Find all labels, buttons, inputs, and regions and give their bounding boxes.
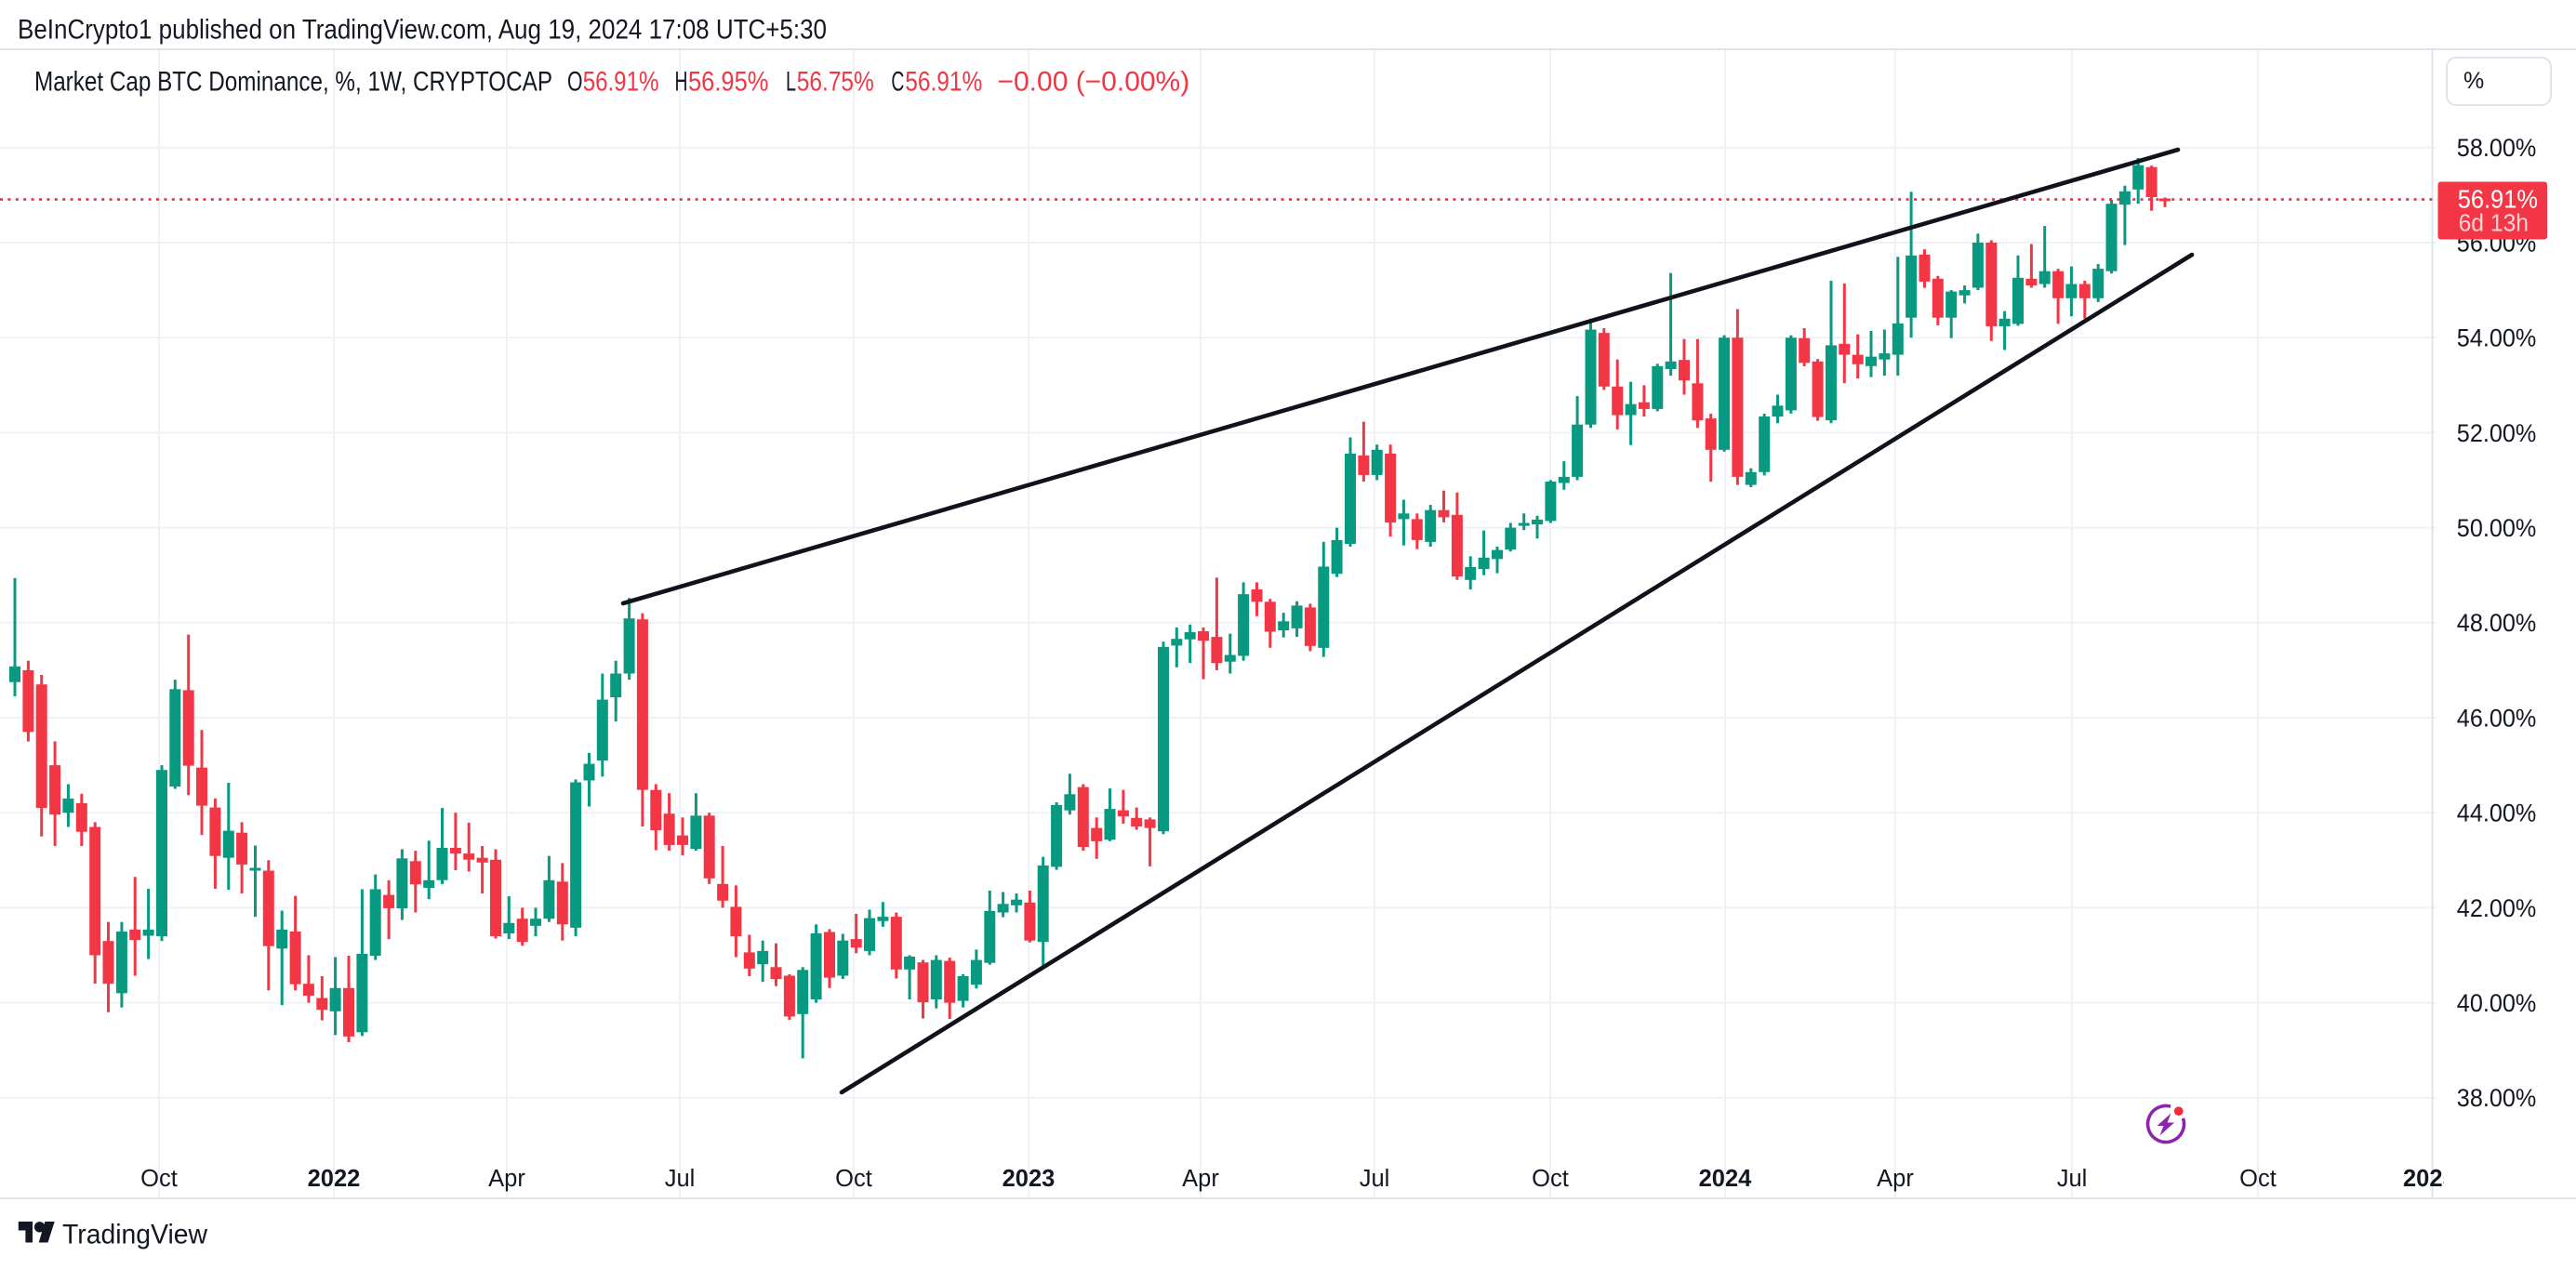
svg-text:48.00%: 48.00% [2457,609,2537,637]
svg-text:−0.00 (−0.00%): −0.00 (−0.00%) [998,67,1190,98]
svg-text:6d 13h: 6d 13h [2459,210,2529,236]
svg-text:BeInCrypto1 published on Tradi: BeInCrypto1 published on TradingView.com… [18,15,827,46]
svg-text:56.91%: 56.91% [905,67,982,98]
svg-text:Oct: Oct [1532,1166,1569,1192]
svg-text:58.00%: 58.00% [2457,134,2537,162]
svg-text:38.00%: 38.00% [2457,1084,2537,1112]
svg-text:46.00%: 46.00% [2457,704,2537,732]
svg-text:Apr: Apr [488,1166,525,1192]
svg-text:Market Cap BTC Dominance, %, 1: Market Cap BTC Dominance, %, 1W, CRYPTOC… [34,67,552,98]
svg-text:56.91%: 56.91% [583,67,659,98]
svg-text:54.00%: 54.00% [2457,324,2537,352]
svg-text:50.00%: 50.00% [2457,514,2537,542]
svg-text:H: H [675,67,688,98]
svg-text:Jul: Jul [1360,1166,1390,1192]
svg-text:L: L [786,67,796,98]
svg-text:Oct: Oct [140,1166,178,1192]
svg-text:TradingView: TradingView [62,1220,207,1250]
svg-text:2025: 2025 [2403,1166,2456,1192]
svg-text:Oct: Oct [835,1166,872,1192]
svg-text:42.00%: 42.00% [2457,894,2537,922]
svg-text:40.00%: 40.00% [2457,989,2537,1017]
svg-text:52.00%: 52.00% [2457,419,2537,447]
svg-text:2022: 2022 [308,1166,361,1192]
svg-text:Apr: Apr [1182,1166,1219,1192]
svg-text:Jul: Jul [665,1166,696,1192]
svg-text:Oct: Oct [2239,1166,2277,1192]
svg-text:2023: 2023 [1003,1166,1056,1192]
svg-text:%: % [2463,68,2484,94]
svg-text:C: C [891,67,904,98]
svg-text:Apr: Apr [1877,1166,1914,1192]
svg-text:56.75%: 56.75% [797,67,874,98]
svg-text:2024: 2024 [1699,1166,1753,1192]
svg-text:56.91%: 56.91% [2458,185,2538,214]
svg-text:56.95%: 56.95% [688,67,768,98]
svg-text:Jul: Jul [2057,1166,2088,1192]
svg-text:O: O [567,67,583,98]
svg-text:44.00%: 44.00% [2457,800,2537,827]
